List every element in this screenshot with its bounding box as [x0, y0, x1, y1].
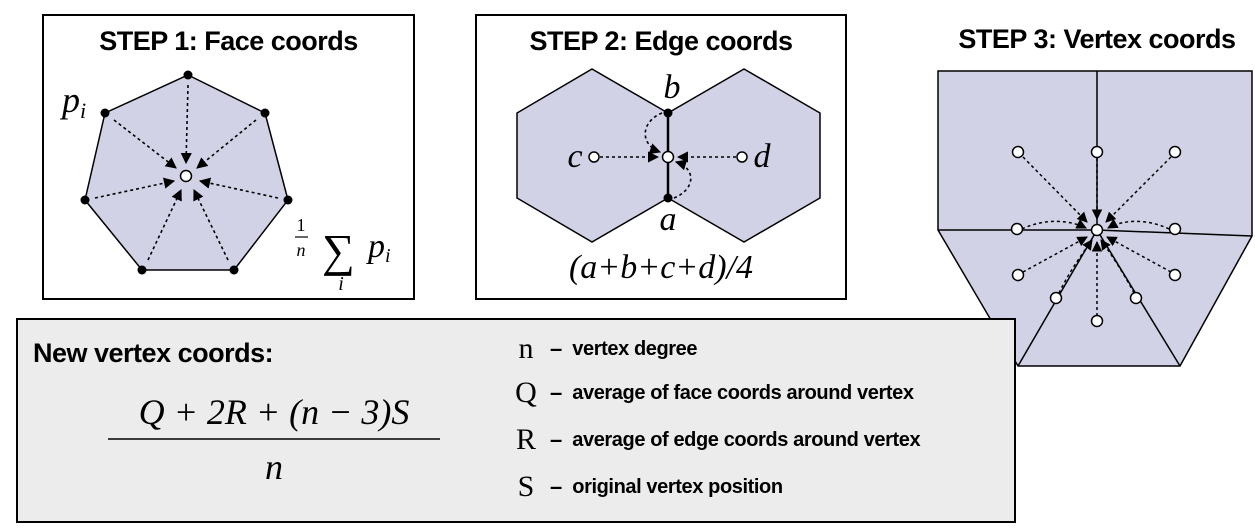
step2-title: STEP 2: Edge coords: [529, 26, 793, 56]
step3-title: STEP 3: Vertex coords: [958, 24, 1236, 54]
summary-panel: New vertex coords: Q + 2R + (n − 3)S n n…: [16, 318, 1016, 523]
legend-desc: vertex degree: [572, 337, 698, 360]
legend-dash: –: [550, 336, 563, 361]
edge-arrows: [600, 112, 736, 199]
vertex-a: [663, 193, 673, 203]
legend-symbol: n: [518, 332, 534, 365]
label-b: b: [664, 69, 681, 106]
edge-formula: (a+b+c+d)/4: [569, 249, 753, 286]
face-point: [179, 169, 193, 183]
legend-row-s: S – original vertex position: [508, 470, 783, 504]
legend-desc: average of edge coords around vertex: [572, 428, 921, 451]
legend-symbol: R: [515, 423, 536, 456]
summary-title: New vertex coords:: [33, 338, 274, 368]
face-formula-sum: ∑: [322, 225, 355, 276]
face-formula-numerator: 1: [297, 215, 306, 235]
face-vertices: [80, 70, 293, 275]
legend-desc: average of face coords around vertex: [572, 381, 914, 404]
face-arrows: [94, 84, 279, 261]
legend-symbol: Q: [515, 376, 537, 409]
legend-dash: –: [550, 427, 563, 452]
legend-dash: –: [550, 380, 563, 405]
face-formula-sum-index: i: [338, 273, 344, 295]
vertex-label-p: pi: [59, 80, 86, 123]
center-vertex: [1090, 223, 1104, 237]
label-a: a: [660, 201, 677, 238]
step1-title: STEP 1: Face coords: [99, 26, 358, 56]
legend-row-n: n – vertex degree: [508, 332, 698, 366]
legend-row-r: R – average of edge coords around vertex: [508, 423, 921, 457]
label-d: d: [754, 138, 772, 175]
face-formula-denominator: n: [297, 240, 306, 260]
legend-desc: original vertex position: [572, 475, 783, 498]
legend-dash: –: [550, 474, 563, 499]
vertex-formula-denominator: n: [265, 447, 283, 487]
vertex-arrows: [1021, 156, 1172, 316]
vertex-formula-numerator: Q + 2R + (n − 3)S: [139, 392, 410, 432]
face-formula-term: pi: [366, 228, 391, 267]
face-point-c: [588, 151, 600, 163]
neighbor-points: [1010, 145, 1182, 328]
legend-symbol: S: [517, 470, 535, 503]
edge-point: [661, 150, 675, 164]
vertex-formula: Q + 2R + (n − 3)S n: [108, 392, 440, 487]
face-point-d: [736, 151, 748, 163]
label-c: c: [567, 138, 582, 175]
vertex-b: [663, 108, 673, 118]
legend-row-q: Q – average of face coords around vertex: [508, 376, 914, 410]
